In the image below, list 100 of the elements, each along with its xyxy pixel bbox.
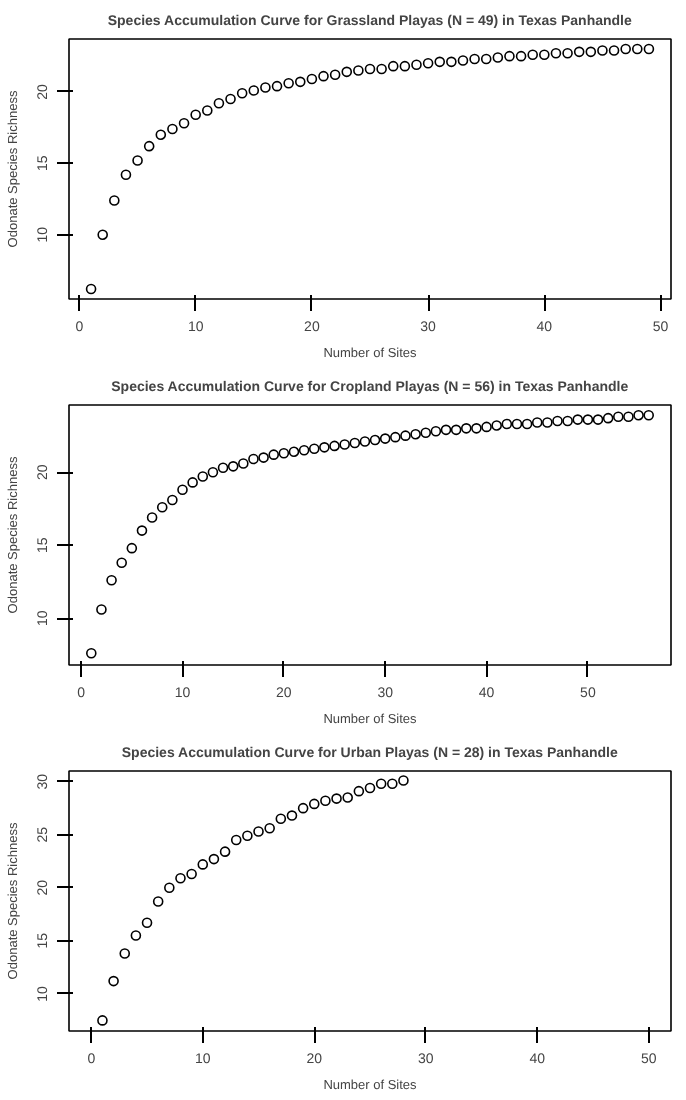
point bbox=[375, 778, 387, 790]
point bbox=[387, 60, 399, 72]
point bbox=[119, 948, 131, 959]
point bbox=[278, 447, 290, 459]
point bbox=[411, 59, 422, 71]
point bbox=[308, 443, 320, 455]
point bbox=[359, 436, 371, 447]
point bbox=[511, 418, 523, 430]
point bbox=[236, 87, 248, 99]
point bbox=[440, 424, 452, 436]
point bbox=[271, 80, 283, 92]
point bbox=[562, 47, 573, 59]
point bbox=[542, 417, 553, 428]
point bbox=[167, 123, 178, 135]
point bbox=[430, 426, 442, 437]
point bbox=[320, 795, 331, 807]
point bbox=[132, 155, 143, 166]
point bbox=[167, 494, 178, 506]
point bbox=[592, 414, 604, 425]
point bbox=[422, 57, 434, 69]
point bbox=[141, 917, 153, 929]
point bbox=[460, 423, 472, 434]
point bbox=[286, 810, 298, 821]
point bbox=[643, 43, 655, 55]
point bbox=[521, 418, 533, 430]
point bbox=[308, 798, 320, 810]
point bbox=[97, 1015, 108, 1026]
point bbox=[120, 169, 132, 181]
point bbox=[130, 930, 142, 941]
point bbox=[97, 229, 108, 241]
point bbox=[597, 45, 608, 56]
point bbox=[643, 409, 654, 421]
point bbox=[106, 574, 117, 586]
point bbox=[531, 417, 543, 428]
point bbox=[258, 452, 269, 463]
point bbox=[242, 830, 253, 842]
point bbox=[364, 782, 376, 794]
point bbox=[573, 46, 585, 58]
point bbox=[457, 55, 469, 66]
point bbox=[219, 846, 231, 857]
point bbox=[230, 834, 242, 846]
point bbox=[399, 60, 411, 72]
point bbox=[197, 859, 209, 870]
point bbox=[342, 792, 353, 803]
point bbox=[260, 82, 271, 93]
point bbox=[294, 76, 306, 88]
point bbox=[410, 428, 421, 440]
point bbox=[156, 501, 168, 513]
point bbox=[339, 439, 350, 450]
point bbox=[248, 453, 259, 465]
point bbox=[225, 93, 236, 105]
point bbox=[177, 484, 188, 496]
point bbox=[481, 421, 492, 433]
point bbox=[515, 50, 527, 62]
point bbox=[288, 446, 300, 458]
point bbox=[376, 63, 387, 75]
point bbox=[319, 442, 330, 453]
point bbox=[126, 542, 138, 554]
point bbox=[238, 458, 249, 469]
point bbox=[527, 49, 538, 61]
point bbox=[155, 129, 167, 141]
point bbox=[306, 73, 318, 85]
point bbox=[146, 512, 158, 523]
point bbox=[275, 813, 287, 825]
point bbox=[552, 415, 563, 427]
point bbox=[213, 97, 225, 109]
point bbox=[329, 69, 341, 81]
point bbox=[349, 437, 361, 449]
point bbox=[264, 823, 275, 834]
point bbox=[450, 424, 462, 436]
point bbox=[329, 440, 340, 452]
point bbox=[582, 414, 594, 425]
point bbox=[190, 109, 201, 121]
point bbox=[613, 411, 624, 422]
point bbox=[109, 195, 120, 206]
point bbox=[116, 557, 127, 569]
point bbox=[539, 49, 550, 61]
point bbox=[298, 444, 310, 456]
point bbox=[217, 462, 229, 474]
point bbox=[175, 872, 186, 884]
point bbox=[297, 802, 309, 814]
point bbox=[108, 975, 119, 987]
point bbox=[562, 415, 573, 427]
point bbox=[550, 47, 562, 59]
point bbox=[585, 46, 597, 58]
point bbox=[492, 52, 504, 63]
point bbox=[152, 896, 164, 907]
point bbox=[364, 63, 376, 75]
point bbox=[480, 53, 492, 65]
point bbox=[253, 826, 264, 837]
point bbox=[390, 431, 401, 443]
point bbox=[398, 775, 409, 786]
point bbox=[446, 56, 457, 68]
point bbox=[341, 66, 353, 78]
point bbox=[623, 411, 634, 422]
point bbox=[202, 105, 213, 116]
point bbox=[620, 43, 631, 55]
point bbox=[248, 85, 260, 96]
point bbox=[208, 853, 220, 865]
point bbox=[572, 414, 584, 425]
